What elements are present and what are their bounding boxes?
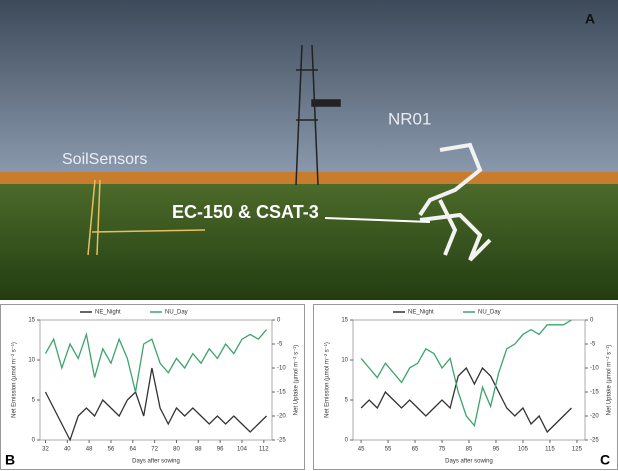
x-tick-label: 45 — [358, 447, 365, 453]
y-tick-label: 10 — [28, 358, 35, 364]
y-axis-title: Net Emission (µmol m⁻² s⁻¹) — [325, 342, 331, 418]
x-tick-label: 85 — [466, 447, 473, 453]
panel-frame — [314, 305, 618, 470]
x-tick-label: 40 — [64, 447, 71, 453]
y-tick-label: 0 — [32, 438, 36, 444]
y-tick-label: 15 — [341, 318, 348, 324]
x-tick-label: 32 — [42, 447, 49, 453]
y2-tick-label: -25 — [590, 438, 599, 444]
x-tick-label: 115 — [545, 447, 555, 453]
y2-tick-label: -10 — [277, 366, 286, 372]
y2-tick-label: -20 — [590, 414, 599, 420]
y2-tick-label: -10 — [590, 366, 599, 372]
x-tick-label: 112 — [259, 447, 269, 453]
y2-tick-label: -15 — [590, 390, 599, 396]
plot-frame — [353, 320, 585, 440]
y2-tick-label: -25 — [277, 438, 286, 444]
legend-label: NU_Day — [478, 310, 501, 316]
x-tick-label: 72 — [151, 447, 158, 453]
horizon — [0, 172, 618, 184]
y-tick-label: 5 — [32, 398, 36, 404]
y-axis-title: Net Emission (µmol m⁻² s⁻¹) — [12, 342, 18, 418]
y2-tick-label: -20 — [277, 414, 286, 420]
legend-label: NE_Night — [95, 310, 121, 316]
panel-frame — [1, 305, 305, 470]
photo-label: EC-150 & CSAT-3 — [172, 202, 319, 222]
panel-label: A — [585, 11, 595, 27]
x-tick-label: 125 — [572, 447, 583, 453]
y-tick-label: 10 — [341, 358, 348, 364]
legend-label: NU_Day — [165, 310, 188, 316]
photo-label: NR01 — [388, 109, 431, 128]
x-tick-label: 104 — [237, 447, 248, 453]
series-line — [361, 320, 571, 426]
y2-tick-label: -5 — [277, 342, 283, 348]
x-axis-title: Days after sowing — [132, 459, 180, 465]
plot-frame — [40, 320, 272, 440]
x-tick-label: 75 — [439, 447, 446, 453]
x-tick-label: 48 — [86, 447, 93, 453]
x-axis-title: Days after sowing — [445, 459, 493, 465]
panel-label: B — [5, 452, 15, 468]
y-tick-label: 0 — [345, 438, 349, 444]
y2-tick-label: -15 — [277, 390, 286, 396]
series-line — [361, 368, 571, 432]
x-tick-label: 56 — [108, 447, 115, 453]
y2-tick-label: 0 — [590, 318, 594, 324]
x-tick-label: 64 — [129, 447, 136, 453]
x-tick-label: 96 — [217, 447, 224, 453]
x-tick-label: 88 — [195, 447, 202, 453]
x-tick-label: 95 — [493, 447, 500, 453]
x-tick-label: 55 — [385, 447, 392, 453]
y-tick-label: 5 — [345, 398, 349, 404]
y2-tick-label: 0 — [277, 318, 281, 324]
photo-label: SoilSensors — [62, 151, 147, 168]
figure: A NR01 SoilSensors EC-150 & CSAT-3 0 5 10 1… — [0, 0, 618, 471]
photo: A NR01 SoilSensors EC-150 & CSAT-3 — [0, 0, 618, 300]
y2-axis-title: Net Uptake (µmol m⁻² s⁻¹) — [607, 345, 613, 415]
series-line — [45, 368, 266, 440]
x-tick-label: 105 — [518, 447, 529, 453]
panel-label: C — [600, 452, 610, 468]
x-tick-label: 80 — [173, 447, 180, 453]
legend-label: NE_Night — [408, 310, 434, 316]
y2-tick-label: -5 — [590, 342, 596, 348]
y2-axis-title: Net Uptake (µmol m⁻² s⁻¹) — [294, 345, 300, 415]
x-tick-label: 65 — [412, 447, 419, 453]
series-line — [45, 330, 266, 392]
y-tick-label: 15 — [28, 318, 35, 324]
